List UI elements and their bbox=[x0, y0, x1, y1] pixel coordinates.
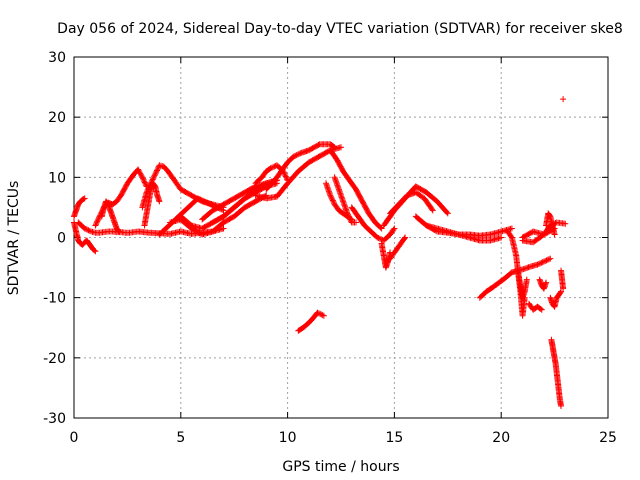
x-tick-label: 0 bbox=[70, 430, 79, 446]
y-tick-label: 30 bbox=[48, 50, 66, 66]
x-tick-label: 15 bbox=[385, 430, 403, 446]
series-marks bbox=[209, 177, 280, 226]
axis-ticks: 0 5 10 15 20 25 -30 -20 -10 0 10 20 30 bbox=[43, 50, 617, 446]
y-tick-label: -30 bbox=[43, 411, 66, 427]
series-arc-19 bbox=[348, 204, 398, 244]
series-marks bbox=[92, 166, 150, 229]
series-marks bbox=[348, 204, 398, 244]
series-arc-25 bbox=[423, 222, 505, 244]
series-arc-26 bbox=[476, 269, 515, 301]
series-marks bbox=[295, 309, 327, 334]
grid bbox=[74, 57, 608, 418]
series-arc-37 bbox=[548, 336, 564, 409]
series-arc-05 bbox=[98, 198, 122, 235]
series-outlier bbox=[560, 96, 567, 103]
series-marks bbox=[263, 141, 338, 193]
y-tick-label: 20 bbox=[48, 110, 66, 126]
series-marks bbox=[71, 219, 99, 255]
series-arc-34 bbox=[543, 210, 558, 238]
series-marks bbox=[547, 288, 564, 310]
series-marks bbox=[387, 189, 436, 217]
series-marks bbox=[548, 336, 564, 409]
series-arc-04 bbox=[92, 166, 150, 229]
x-tick-label: 5 bbox=[176, 430, 185, 446]
y-tick-label: 0 bbox=[57, 231, 66, 247]
series-marks bbox=[71, 195, 88, 220]
series-arc-16 bbox=[327, 147, 385, 232]
y-tick-label: -10 bbox=[43, 291, 66, 307]
series-marks bbox=[323, 180, 355, 223]
series-marks bbox=[98, 198, 122, 235]
x-tick-label: 10 bbox=[279, 430, 297, 446]
series-marks bbox=[536, 276, 550, 292]
series-arc-36 bbox=[558, 267, 567, 292]
series-marks bbox=[141, 180, 163, 229]
series-arc-07 bbox=[141, 180, 163, 229]
series-arc-38 bbox=[295, 309, 327, 334]
series-arc-01 bbox=[71, 195, 88, 220]
series-arc-21 bbox=[382, 234, 409, 265]
series-arc-33 bbox=[536, 276, 550, 292]
series-arc-15 bbox=[263, 141, 338, 193]
data-marks bbox=[71, 96, 569, 409]
series-arc-02 bbox=[71, 219, 99, 255]
series-marks bbox=[526, 300, 545, 313]
series-arc-12 bbox=[209, 177, 280, 226]
x-tick-label: 20 bbox=[492, 430, 510, 446]
series-marks bbox=[515, 270, 530, 301]
series-marks bbox=[327, 147, 385, 232]
series-marks bbox=[543, 210, 558, 238]
series-marks bbox=[558, 267, 567, 292]
y-tick-label: 10 bbox=[48, 170, 66, 186]
series-arc-32 bbox=[526, 300, 545, 313]
series-marks bbox=[382, 234, 409, 265]
series-arc-29 bbox=[515, 270, 530, 301]
x-axis-label: GPS time / hours bbox=[282, 459, 399, 475]
series-marks bbox=[476, 269, 515, 301]
series-arc-18 bbox=[323, 180, 355, 223]
y-tick-label: -20 bbox=[43, 351, 66, 367]
series-arc-23 bbox=[387, 189, 436, 217]
series-arc-35 bbox=[547, 288, 564, 310]
x-tick-label: 25 bbox=[599, 430, 617, 446]
chart-title: Day 056 of 2024, Sidereal Day-to-day VTE… bbox=[57, 21, 623, 37]
series-marks bbox=[560, 96, 567, 103]
y-axis-label: SDTVAR / TECUs bbox=[6, 181, 22, 296]
series-marks bbox=[423, 222, 505, 244]
